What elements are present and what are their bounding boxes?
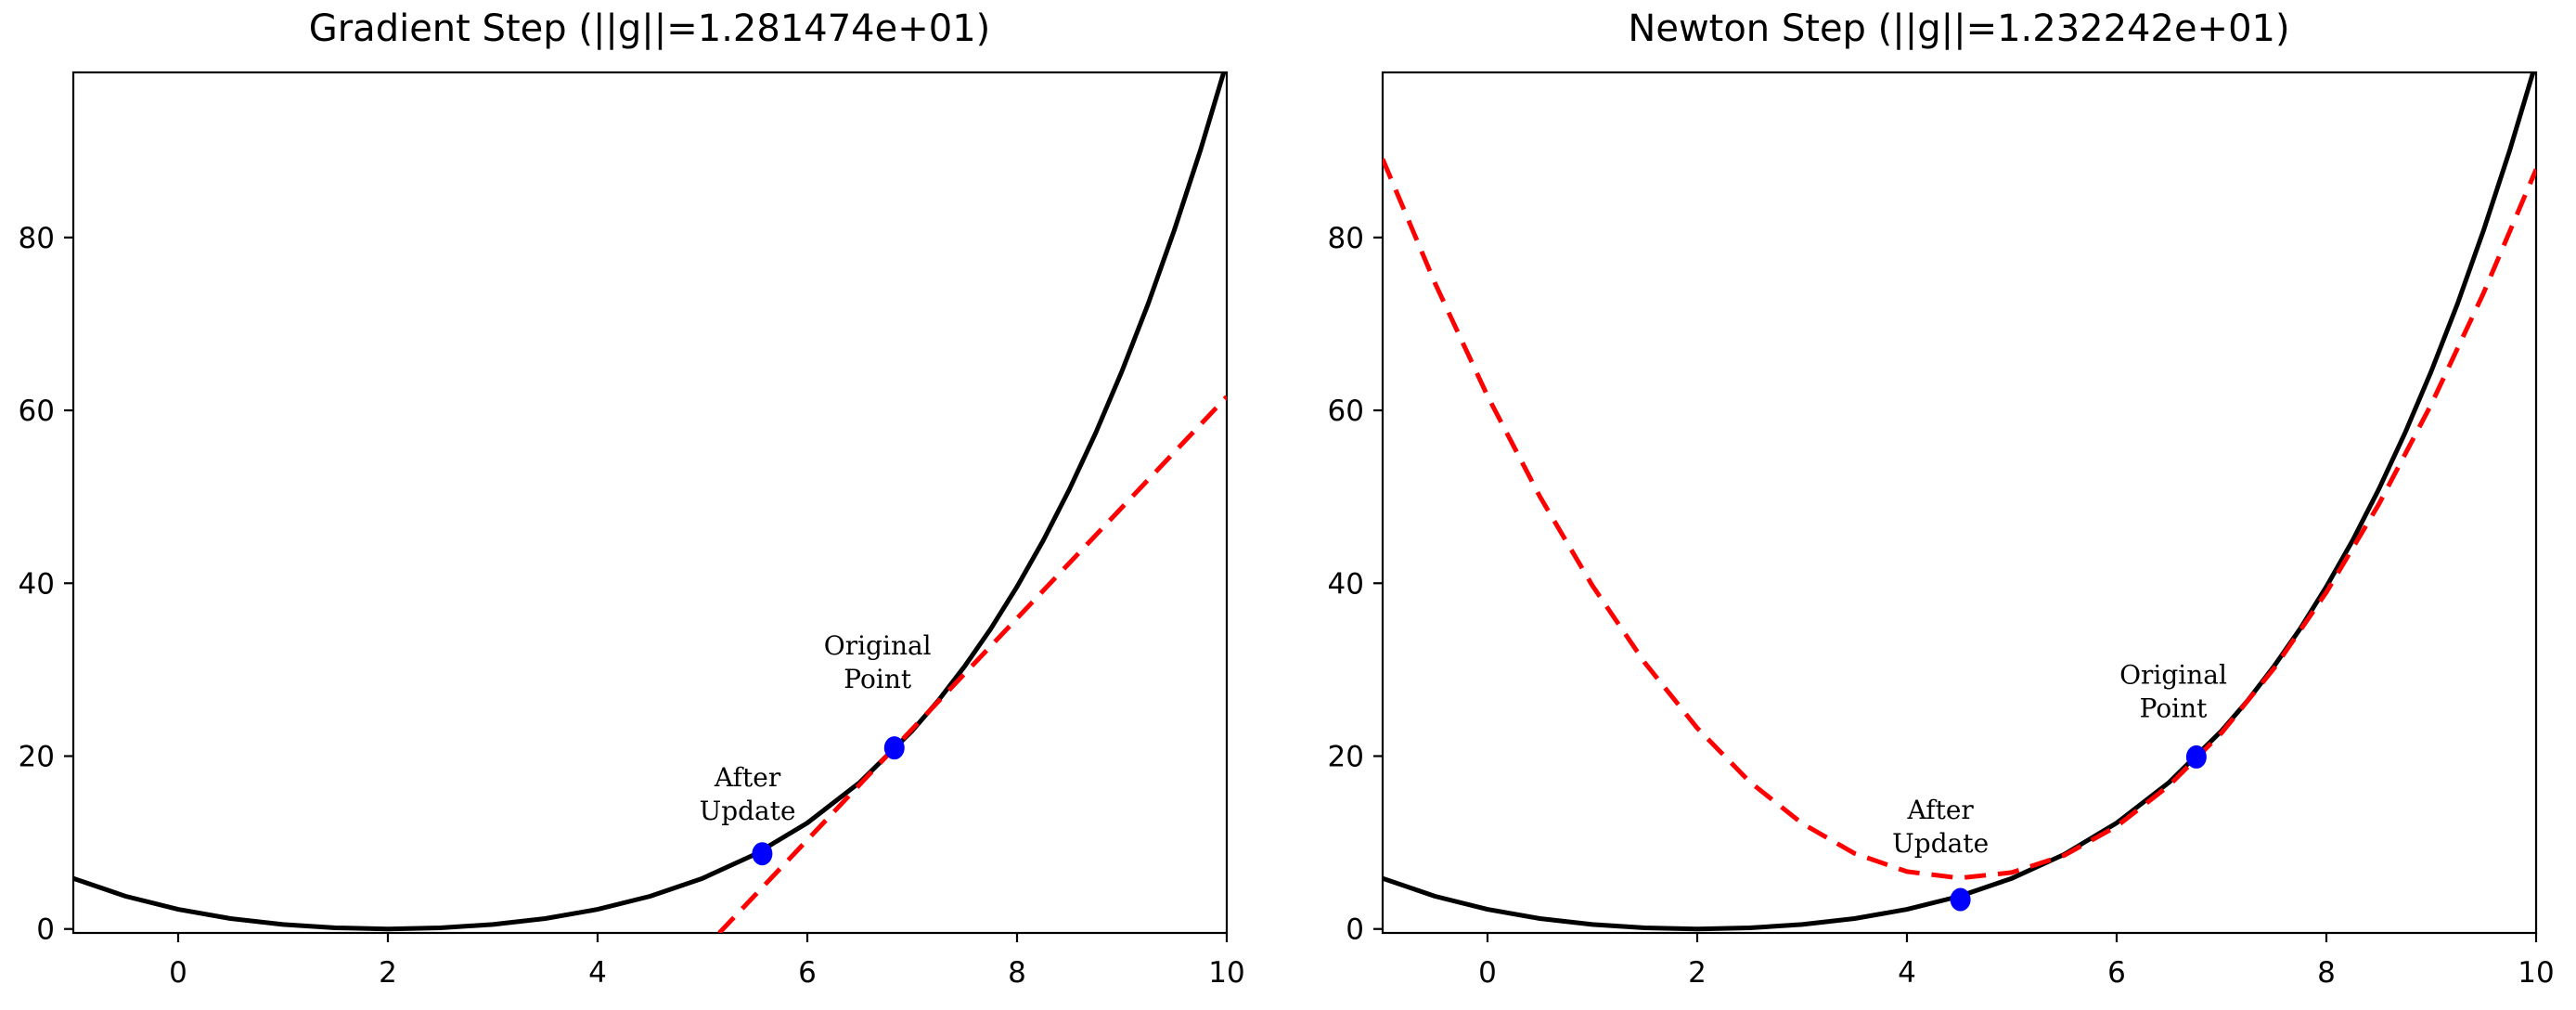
x-tick-label: 2 [1688, 956, 1707, 990]
x-tick-label: 4 [588, 956, 607, 990]
objective-curve [73, 72, 1227, 932]
objective-curve [1383, 72, 2536, 932]
original-point-annotation-line: Original [2119, 660, 2227, 691]
after-update-point-annotation-line: Update [700, 796, 796, 826]
x-tick-label: 0 [169, 956, 187, 990]
x-tick-label: 6 [798, 956, 817, 990]
x-axis-ticks: 0 2 4 6 8 10 [169, 933, 1245, 990]
panel-newton-step: Newton Step (||g||=1.232242e+01) 0 2 4 6 8 10… [1328, 7, 2555, 990]
x-tick-label: 8 [1008, 956, 1026, 990]
y-tick-label: 0 [36, 913, 55, 947]
x-tick-label: 10 [2518, 956, 2554, 990]
panel-gradient-step: Gradient Step (||g||=1.281474e+01) 0 2 4 6 8… [19, 7, 1245, 990]
y-tick-label: 20 [19, 740, 55, 773]
x-tick-label: 2 [379, 956, 397, 990]
y-axis-ticks: 0 20 40 60 80 [1328, 222, 1383, 947]
x-axis-ticks: 0 2 4 6 8 10 [1478, 933, 2555, 990]
original-point-annotation-line: Point [2140, 693, 2209, 724]
y-tick-label: 80 [1328, 222, 1364, 255]
x-tick-label: 8 [2317, 956, 2336, 990]
original-point-annotation-line: Point [844, 664, 912, 694]
newton-step-title: Newton Step (||g||=1.232242e+01) [1628, 7, 2289, 50]
after-update-point-annotation-line: After [1907, 795, 1975, 825]
x-tick-label: 10 [1208, 956, 1244, 990]
y-tick-label: 40 [19, 567, 55, 601]
y-tick-label: 60 [19, 395, 55, 428]
axes-frame [71, 71, 1229, 935]
y-axis-ticks: 0 20 40 60 80 [19, 222, 73, 947]
axes-frame [1381, 71, 2538, 935]
linear-model [717, 395, 1227, 933]
after-update-point-marker [1950, 887, 1971, 912]
y-tick-label: 40 [1328, 567, 1364, 601]
original-point-marker [883, 736, 905, 760]
x-tick-label: 0 [1478, 956, 1497, 990]
after-update-point-marker [752, 842, 773, 866]
y-tick-label: 20 [1328, 740, 1364, 773]
original-point-annotation-line: Original [824, 630, 932, 661]
quadratic-model [1383, 158, 2536, 881]
x-tick-label: 6 [2107, 956, 2126, 990]
after-update-point-annotation-line: Update [1892, 828, 1989, 859]
y-tick-label: 60 [1328, 395, 1364, 428]
gradient-step-title: Gradient Step (||g||=1.281474e+01) [309, 7, 991, 50]
original-point-marker [2185, 745, 2207, 769]
y-tick-label: 80 [19, 222, 55, 255]
y-tick-label: 0 [1346, 913, 1364, 947]
x-tick-label: 4 [1898, 956, 1916, 990]
after-update-point-annotation-line: After [714, 762, 781, 793]
